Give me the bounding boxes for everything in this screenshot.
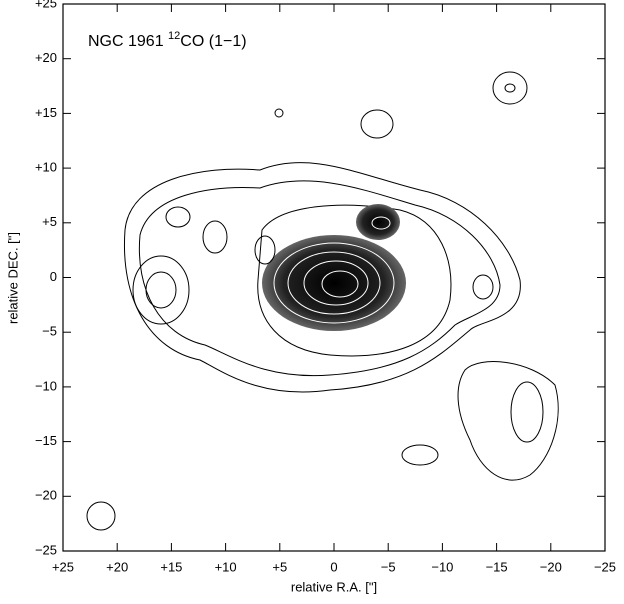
y-tick-label: −15	[35, 433, 57, 448]
y-tick-label: +20	[35, 50, 57, 65]
x-tick-label: +25	[52, 559, 74, 574]
contour	[287, 251, 381, 315]
south-peak	[510, 381, 544, 443]
x-tick-label: +10	[215, 559, 237, 574]
x-tick-label: −25	[594, 559, 616, 574]
contour	[303, 260, 369, 306]
beam	[86, 501, 116, 531]
y-tick-label: −10	[35, 378, 57, 393]
y-tick-label: −5	[42, 324, 57, 339]
x-tick-label: +5	[272, 559, 287, 574]
contour	[472, 274, 494, 300]
y-tick-label: +5	[42, 214, 57, 229]
contour	[165, 206, 191, 228]
contour	[401, 444, 439, 466]
x-tick-label: −20	[540, 559, 562, 574]
y-tick-label: −25	[35, 542, 57, 557]
contour	[257, 204, 452, 357]
contour	[504, 83, 516, 93]
envelope	[123, 162, 521, 393]
x-tick-label: 0	[330, 559, 337, 574]
x-tick-label: −15	[486, 559, 508, 574]
y-axis-label: relative DEC. ["]	[5, 232, 20, 324]
x-tick-label: −10	[431, 559, 453, 574]
chart-title: NGC 1961 12CO (1−1)	[88, 30, 247, 50]
envelope-south	[457, 361, 559, 481]
contour	[360, 109, 394, 139]
x-axis-label: relative R.A. ["]	[291, 579, 377, 594]
y-tick-label: 0	[50, 269, 57, 284]
contour	[371, 216, 391, 230]
x-tick-label: +15	[160, 559, 182, 574]
emission-map	[86, 71, 559, 531]
x-tick-label: +20	[106, 559, 128, 574]
contour	[138, 180, 501, 377]
contour	[492, 71, 528, 105]
y-tick-label: +25	[35, 0, 57, 10]
contour	[321, 270, 359, 298]
contour	[145, 271, 177, 309]
y-tick-label: +15	[35, 105, 57, 120]
core	[262, 235, 406, 331]
contour	[273, 242, 395, 324]
contour	[274, 108, 284, 118]
x-tick-label: −5	[381, 559, 396, 574]
y-tick-label: +10	[35, 160, 57, 175]
hole	[202, 220, 228, 254]
left-peak	[132, 255, 190, 325]
y-tick-label: −20	[35, 488, 57, 503]
hole	[254, 235, 276, 265]
secondary-peak	[356, 204, 400, 240]
